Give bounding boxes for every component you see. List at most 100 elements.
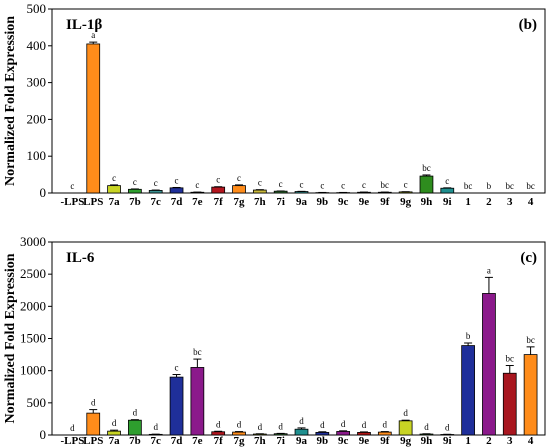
- il1b-ytick-label: 0: [40, 185, 47, 200]
- il6-ytick-label: 3000: [20, 234, 46, 249]
- il6-category-label: 7b: [129, 435, 141, 447]
- il1b-significance-label: c: [237, 173, 241, 183]
- il1b-bar: [107, 185, 121, 194]
- il6-bar: [461, 345, 475, 436]
- il6-ytick-label: 1000: [20, 363, 46, 378]
- il6-ytick-label: 0: [40, 427, 47, 442]
- il6-bar: [190, 367, 205, 436]
- il6-bar: [86, 412, 101, 436]
- il1b-category-label: 7c: [151, 196, 162, 208]
- il1b-category-label: 7i: [276, 196, 285, 208]
- il1b-significance-label: b: [487, 181, 492, 191]
- il6-significance-label: d: [362, 420, 367, 430]
- il1b-category-label: 9g: [400, 196, 412, 208]
- il1b-significance-label: bc: [464, 181, 473, 191]
- il1b-category-label: 9e: [359, 196, 370, 208]
- il6-significance-label: d: [383, 420, 388, 430]
- il6-significance-label: d: [70, 423, 75, 433]
- il1b-bar: [169, 187, 184, 194]
- il1b-significance-label: bc: [422, 163, 431, 173]
- panel-il1b-chart: 0 100 200 300 400 500 Normalized Fold Expressi…: [3, 1, 546, 208]
- il6-significance-label: d: [112, 418, 117, 428]
- il6-category-label: 9f: [380, 435, 390, 447]
- il6-significance-label: b: [466, 331, 471, 341]
- il6-category-label: 9g: [400, 435, 412, 447]
- il1b-bar: [86, 43, 101, 194]
- il1b-significance-label: c: [216, 175, 220, 185]
- il1b-significance-label: c: [70, 181, 74, 191]
- il6-category-label: 7c: [151, 435, 162, 447]
- il6-category-label: 7a: [109, 435, 121, 447]
- il1b-significance-label: bc: [526, 181, 535, 191]
- il6-significance-label: bc: [193, 347, 202, 357]
- il6-category-label: 4: [528, 435, 534, 447]
- il6-bar: [502, 372, 517, 436]
- il1b-category-label: 3: [507, 196, 513, 208]
- il1b-significance-label: c: [258, 178, 262, 188]
- il1b-significance-label: c: [175, 175, 179, 185]
- il6-significance-label: d: [424, 422, 429, 432]
- il6-panel-label: (c): [520, 250, 537, 266]
- il1b-bar: [232, 185, 246, 194]
- il1b-plot-frame: [51, 8, 546, 194]
- il1b-significance-label: c: [195, 180, 199, 190]
- il6-bar: [398, 420, 413, 436]
- il6-ytick-label: 2000: [20, 298, 46, 313]
- il1b-ytick-label: 100: [27, 148, 47, 163]
- il6-category-label: 9h: [421, 435, 433, 447]
- il1b-category-label: 7a: [109, 196, 121, 208]
- il1b-category-label: 9h: [421, 196, 433, 208]
- il6-category-label: 9c: [338, 435, 349, 447]
- il1b-category-label: 9a: [296, 196, 308, 208]
- il1b-category-label: 7e: [192, 196, 203, 208]
- il1b-panel-label: (b): [519, 17, 537, 33]
- il1b-significance-label: c: [404, 180, 408, 190]
- il1b-bar: [128, 188, 142, 194]
- il6-category-label: LPS: [83, 435, 103, 447]
- il6-category-label: 7h: [254, 435, 266, 447]
- il1b-bar: [252, 189, 267, 194]
- il1b-significance-label: bc: [381, 180, 390, 190]
- il1b-category-label: 9b: [317, 196, 329, 208]
- il6-significance-label: d: [320, 420, 325, 430]
- il6-category-label: 9e: [359, 435, 370, 447]
- il1b-category-label: 9c: [338, 196, 349, 208]
- il1b-significance-label: c: [320, 180, 324, 190]
- il6-bar: [523, 354, 538, 436]
- il1b-category-label: 9f: [380, 196, 390, 208]
- il1b-category-label: 7d: [171, 196, 183, 208]
- il6-category-label: 7e: [192, 435, 203, 447]
- il1b-bar: [211, 186, 226, 194]
- il1b-significance-label: c: [279, 179, 283, 189]
- il1b-bar: [148, 190, 163, 194]
- il1b-ytick-label: 400: [27, 38, 47, 53]
- il6-category-label: 3: [507, 435, 513, 447]
- il6-significance-label: d: [91, 398, 96, 408]
- il6-significance-label: d: [278, 421, 283, 431]
- il6-ylabel: Normalized Fold Expression: [3, 253, 18, 423]
- il1b-significance-label: c: [154, 178, 158, 188]
- il1b-category-label: 2: [486, 196, 492, 208]
- il6-category-label: 9a: [296, 435, 308, 447]
- il6-category-label: 2: [486, 435, 492, 447]
- il6-ytick-label: 2500: [20, 266, 46, 281]
- il6-significance-label: d: [133, 408, 138, 418]
- il6-category-label: 1: [465, 435, 471, 447]
- il1b-significance-label: a: [91, 30, 95, 40]
- il6-category-label: 7i: [276, 435, 285, 447]
- il1b-title: IL-1β: [66, 17, 102, 33]
- il1b-category-label: 7h: [254, 196, 266, 208]
- il1b-category-label: 7f: [214, 196, 224, 208]
- il6-bar: [169, 376, 184, 436]
- il1b-ytick-label: 300: [27, 75, 47, 90]
- il6-significance-label: c: [175, 363, 179, 373]
- il6-significance-label: d: [258, 422, 263, 432]
- il6-category-label: 7g: [234, 435, 246, 447]
- il6-category-label: 7d: [171, 435, 183, 447]
- il1b-significance-label: bc: [506, 181, 515, 191]
- il6-bar: [128, 419, 142, 436]
- il1b-significance-label: c: [445, 176, 449, 186]
- il1b-ytick-label: 500: [27, 1, 47, 16]
